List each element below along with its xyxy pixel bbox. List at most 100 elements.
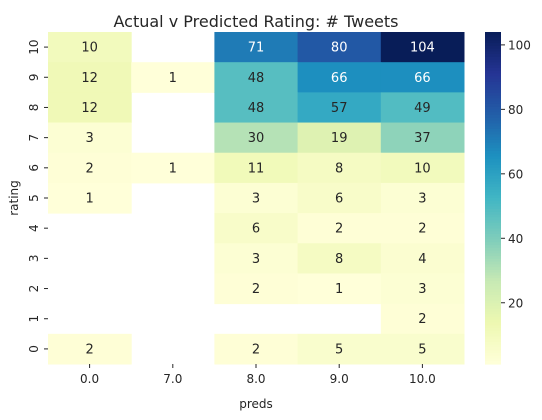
cell-value-label: 8 (335, 252, 343, 267)
colorbar-segment (485, 211, 501, 216)
colorbar-segment (485, 264, 501, 268)
heatmap-cell (380, 62, 465, 93)
colorbar-segment (485, 242, 501, 246)
colorbar-segment (485, 181, 501, 185)
cell-value-label: 19 (331, 131, 348, 146)
colorbar-segment (485, 281, 501, 285)
colorbar-segment (485, 294, 501, 299)
cell-value-label: 1 (335, 282, 343, 297)
cell-value-label: 104 (410, 41, 435, 56)
x-tick-label: 0.0 (80, 372, 99, 386)
y-tick-label: 1 (27, 315, 41, 323)
colorbar-segment (485, 308, 501, 313)
colorbar-segment (485, 203, 501, 207)
colorbar-segment (485, 159, 501, 163)
x-axis-label: preds (239, 397, 273, 411)
colorbar-segment (485, 106, 501, 111)
colorbar-segment (485, 112, 501, 116)
colorbar-segment (485, 214, 501, 218)
colorbar-segment (485, 65, 501, 69)
colorbar-segment (485, 195, 501, 199)
heatmap-cell (297, 92, 382, 124)
y-tick-label: 2 (27, 285, 41, 293)
heatmap-cell (48, 333, 132, 365)
colorbar-segment (485, 319, 501, 324)
colorbar-segment (485, 228, 501, 232)
colorbar-segment (485, 245, 501, 249)
colorbar-segment (485, 283, 501, 288)
cell-value-label: 37 (414, 131, 431, 146)
colorbar-segment (485, 184, 501, 188)
colorbar-segment (485, 62, 501, 66)
colorbar-segment (485, 126, 501, 130)
heatmap-cell (214, 243, 299, 274)
cell-value-label: 6 (252, 222, 260, 237)
heatmap-cell (297, 122, 382, 154)
heatmap-cell (214, 152, 299, 184)
colorbar-segment (485, 109, 501, 113)
colorbar-segment (485, 322, 501, 326)
colorbar-segment (485, 40, 501, 44)
colorbar-segment (485, 95, 501, 99)
colorbar-segment (485, 37, 501, 41)
heatmap-cell (131, 62, 215, 93)
colorbar-segment (485, 239, 501, 243)
colorbar-segment (485, 48, 501, 52)
colorbar-segment (485, 34, 501, 39)
heatmap-cell (214, 182, 299, 214)
colorbar-segment (485, 123, 501, 127)
cell-value-label: 3 (85, 131, 93, 146)
colorbar-segment (485, 303, 501, 307)
colorbar-segment (485, 231, 501, 235)
heatmap-cell (297, 213, 382, 244)
heatmap-cell (380, 152, 465, 184)
heatmap-cell (48, 122, 132, 154)
cell-value-label: 2 (85, 161, 93, 176)
colorbar-segment (485, 192, 501, 196)
heatmap-cell (214, 62, 299, 93)
heatmap-cell (297, 182, 382, 214)
colorbar-segment (485, 120, 501, 124)
colorbar-segment (485, 101, 501, 105)
colorbar-segment (485, 233, 501, 238)
heatmap-cell (297, 62, 382, 93)
cell-value-label: 2 (418, 312, 426, 327)
colorbar-segment (485, 256, 501, 260)
colorbar-segment (485, 32, 501, 36)
heatmap-cell (131, 152, 215, 184)
y-tick-label: 10 (27, 39, 41, 54)
colorbar-segment (485, 70, 501, 75)
y-tick-label: 5 (27, 194, 41, 202)
cell-value-label: 6 (335, 192, 343, 207)
heatmap-cell (214, 32, 299, 63)
colorbar-segment (485, 134, 501, 138)
colorbar-segment (485, 344, 501, 348)
y-tick-label: 7 (27, 134, 41, 142)
colorbar-segment (485, 225, 501, 230)
colorbar-segment (485, 137, 501, 141)
colorbar-segment (485, 186, 501, 191)
heatmap-cell (380, 92, 465, 124)
colorbar-segment (485, 92, 501, 97)
heatmap-cell (297, 152, 382, 184)
y-tick-label: 9 (27, 73, 41, 81)
colorbar-segment (485, 81, 501, 86)
colorbar-segment (485, 311, 501, 315)
x-axis-ticks: 0.0 7.0 8.0 9.0 10.0 (80, 364, 436, 386)
colorbar-segment (485, 103, 501, 108)
colorbar-segment (485, 128, 501, 133)
cell-value-label: 8 (335, 161, 343, 176)
heatmap-cell (380, 303, 465, 335)
colorbar-segment (485, 198, 501, 202)
colorbar-tick-label: 20 (508, 296, 523, 310)
heatmap-cell (214, 122, 299, 154)
y-tick-label: 4 (27, 224, 41, 232)
colorbar-segment (485, 217, 501, 221)
cell-value-label: 80 (331, 41, 348, 56)
colorbar-segment (485, 84, 501, 88)
heatmap-cell (297, 32, 382, 63)
colorbar-segment (485, 175, 501, 180)
colorbar-segment (485, 56, 501, 61)
heatmap-cell (214, 333, 299, 365)
